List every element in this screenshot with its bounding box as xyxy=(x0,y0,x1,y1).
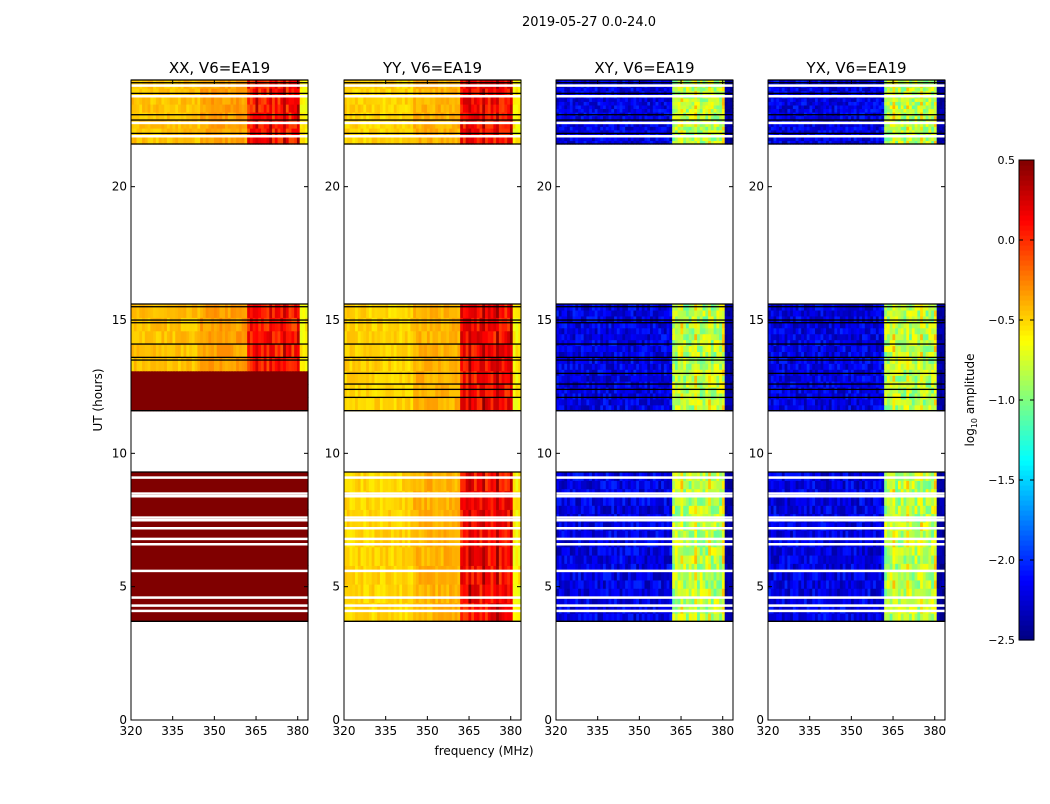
flagged-row xyxy=(344,604,521,607)
flagged-row xyxy=(344,527,521,530)
flagged-row xyxy=(131,135,308,138)
flagged-row xyxy=(131,519,308,522)
flagged-row xyxy=(131,604,308,607)
flagged-row xyxy=(344,519,521,522)
x-axis-label: frequency (MHz) xyxy=(434,744,533,758)
boundary-row xyxy=(131,343,308,344)
boundary-row xyxy=(131,357,308,358)
boundary-row xyxy=(344,82,521,83)
boundary-row xyxy=(131,133,308,134)
y-tick-label: 5 xyxy=(119,580,127,594)
boundary-row xyxy=(131,319,308,320)
x-tick-label: 350 xyxy=(203,724,226,738)
flagged-row xyxy=(344,538,521,541)
boundary-row xyxy=(131,322,308,323)
x-tick-label: 335 xyxy=(161,724,184,738)
boundary-row xyxy=(344,119,521,120)
flagged-row xyxy=(344,95,521,98)
y-tick-label: 10 xyxy=(325,446,340,460)
y-tick-label: 15 xyxy=(325,313,340,327)
y-tick-label: 0 xyxy=(332,713,340,727)
flagged-row xyxy=(344,135,521,138)
flagged-row xyxy=(344,495,521,498)
panel-title: YY, V6=EA19 xyxy=(382,59,482,77)
y-tick-label: 10 xyxy=(112,446,127,460)
flagged-row xyxy=(131,516,308,519)
y-tick-label: 0 xyxy=(119,713,127,727)
boundary-row xyxy=(344,306,521,307)
flagged-row xyxy=(131,84,308,87)
boundary-row xyxy=(131,82,308,83)
flagged-row xyxy=(131,95,308,98)
y-tick-label: 15 xyxy=(112,313,127,327)
flagged-row xyxy=(344,543,521,546)
boundary-row xyxy=(344,389,521,390)
flagged-row xyxy=(131,596,308,599)
x-tick-label: 380 xyxy=(499,724,522,738)
y-tick-label: 20 xyxy=(112,180,127,194)
boundary-row xyxy=(344,114,521,115)
boundary-row xyxy=(131,306,308,307)
flagged-row xyxy=(131,122,308,125)
flagged-row xyxy=(344,596,521,599)
x-tick-label: 380 xyxy=(286,724,309,738)
boundary-row xyxy=(344,343,521,344)
flagged-row xyxy=(344,476,521,479)
flagged-row xyxy=(344,516,521,519)
flagged-row xyxy=(131,538,308,541)
boundary-row xyxy=(131,93,308,94)
flagged-row xyxy=(344,492,521,495)
boundary-row xyxy=(344,373,521,374)
flagged-row xyxy=(344,610,521,613)
boundary-row xyxy=(344,93,521,94)
boundary-row xyxy=(344,357,521,358)
boundary-row xyxy=(131,359,308,360)
flagged-row xyxy=(344,122,521,125)
flagged-row xyxy=(131,610,308,613)
boundary-row xyxy=(344,319,521,320)
boundary-row xyxy=(344,359,521,360)
x-tick-label: 365 xyxy=(458,724,481,738)
boundary-row xyxy=(131,114,308,115)
flagged-row xyxy=(131,543,308,546)
flagged-row xyxy=(344,84,521,87)
panel-title: XX, V6=EA19 xyxy=(169,59,270,77)
boundary-row xyxy=(344,322,521,323)
boundary-row xyxy=(344,133,521,134)
flagged-row xyxy=(131,570,308,573)
flagged-row xyxy=(131,476,308,479)
x-tick-label: 350 xyxy=(416,724,439,738)
flagged-row xyxy=(131,495,308,498)
boundary-row xyxy=(131,119,308,120)
boundary-row xyxy=(344,383,521,384)
x-tick-label: 365 xyxy=(245,724,268,738)
y-axis-label: UT (hours) xyxy=(91,368,105,431)
y-tick-label: 5 xyxy=(332,580,340,594)
flagged-row xyxy=(131,527,308,530)
suptitle: 2019-05-27 0.0-24.0 xyxy=(522,15,656,30)
boundary-row xyxy=(344,397,521,398)
flagged-row xyxy=(131,492,308,495)
x-tick-label: 335 xyxy=(374,724,397,738)
flagged-row xyxy=(344,570,521,573)
y-tick-label: 20 xyxy=(325,180,340,194)
